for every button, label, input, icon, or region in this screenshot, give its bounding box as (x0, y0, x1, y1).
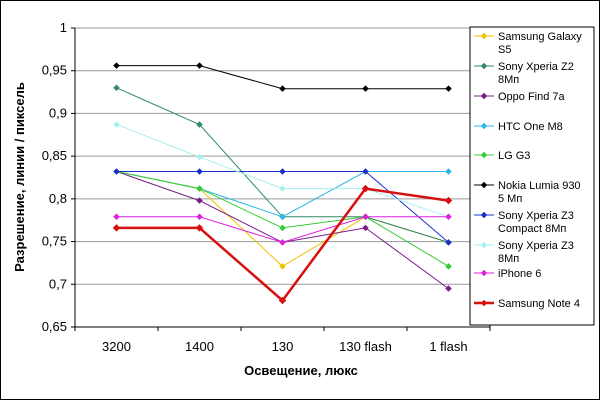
data-point (279, 262, 286, 270)
data-point (113, 62, 120, 69)
x-tick-label: 3200 (102, 339, 131, 354)
y-tick-label: 0,8 (49, 191, 67, 206)
x-tick-label: 130 (272, 339, 294, 354)
data-point (445, 168, 452, 175)
legend-label: Samsung Note 4 (498, 298, 580, 310)
legend-item: LG G3 (474, 150, 530, 162)
data-point (196, 197, 203, 204)
legend-swatch-marker (480, 269, 488, 277)
legend-swatch-marker (480, 211, 488, 219)
legend-label: 8Мп (498, 74, 519, 86)
data-point (279, 85, 286, 93)
data-point (196, 62, 203, 69)
legend-label: HTC One M8 (498, 121, 563, 133)
data-point (279, 213, 286, 221)
legend-swatch-marker (480, 122, 488, 130)
data-point (279, 168, 286, 175)
data-point (113, 213, 120, 221)
data-point (279, 185, 286, 192)
data-point (362, 168, 369, 175)
legend-swatch-marker (480, 181, 488, 189)
data-point (196, 168, 203, 175)
series-layer (112, 62, 453, 305)
data-point (362, 213, 369, 221)
y-tick-label: 0,9 (49, 105, 67, 120)
legend-swatch-marker (480, 32, 488, 40)
data-point (113, 121, 120, 128)
legend-label: iPhone 6 (498, 268, 541, 280)
legend-label: Samsung Galaxy (498, 31, 582, 43)
y-tick-label: 0,85 (42, 148, 67, 163)
x-tick-label: 1 flash (429, 339, 467, 354)
x-axis-title: Освещение, люкс (244, 363, 358, 378)
data-point (444, 196, 453, 205)
legend-label: Sony Xperia Z2 (498, 61, 574, 73)
series-iphone-6 (113, 213, 452, 246)
legend-label: Nokia Lumia 930 (498, 180, 581, 192)
y-tick-labels: 0,65 0,7 0,75 0,8 0,85 0,9 0,95 1 (42, 20, 67, 334)
legend-frame (469, 26, 595, 326)
data-point (445, 285, 452, 292)
legend-item: iPhone 6 (474, 268, 541, 280)
x-tick-labels: 3200 1400 130 130 flash 1 flash (102, 339, 468, 354)
x-tick-label: 1400 (185, 339, 214, 354)
legend-swatch-marker (480, 241, 488, 249)
legend-label: Sony Xperia Z3 (498, 210, 574, 222)
legend-label: S5 (498, 44, 511, 56)
legend-item: Oppo Find 7a (474, 91, 566, 103)
legend-item: HTC One M8 (474, 121, 563, 133)
legend-label: Sony Xperia Z3 (498, 240, 574, 252)
data-point (279, 224, 286, 232)
grid-layer (75, 27, 490, 285)
data-point (278, 296, 287, 305)
series-nokia-lumia-930-5- (113, 62, 452, 93)
series-sony-xperia-z3-compact-8- (113, 168, 452, 246)
data-point (196, 153, 203, 161)
y-tick-label: 0,95 (42, 63, 67, 78)
data-point (113, 84, 120, 92)
legend-label: 5 Мп (498, 193, 522, 205)
legend-label: LG G3 (498, 150, 530, 162)
data-point (361, 184, 370, 193)
data-point (362, 85, 369, 93)
legend-swatch-marker (480, 92, 488, 100)
legend-item: Samsung Note 4 (474, 298, 580, 310)
data-point (445, 239, 452, 246)
legend-label: 8Мп (498, 253, 519, 265)
legend-swatch-marker (480, 151, 488, 159)
data-point (195, 224, 204, 232)
legend-label: Compact 8Мп (498, 223, 566, 235)
data-point (445, 213, 452, 221)
data-point (445, 262, 452, 270)
data-point (196, 213, 203, 221)
x-tick-label: 130 flash (339, 339, 392, 354)
data-point (113, 168, 120, 175)
data-point (112, 224, 121, 232)
legend-swatch-marker (480, 62, 488, 70)
legend-label: Oppo Find 7a (498, 91, 566, 103)
y-tick-label: 1 (60, 20, 67, 35)
data-point (362, 224, 369, 232)
data-point (445, 85, 452, 93)
y-tick-label: 0,75 (42, 234, 67, 249)
y-tick-label: 0,7 (49, 276, 67, 291)
data-point (279, 239, 286, 246)
data-point (196, 121, 203, 128)
legend-swatch-marker (480, 299, 488, 307)
series-samsung-note-4 (112, 184, 453, 305)
data-point (196, 185, 203, 192)
y-tick-label: 0,65 (42, 319, 67, 334)
y-axis-title: Разрешение, линии / пиксель (12, 82, 27, 272)
